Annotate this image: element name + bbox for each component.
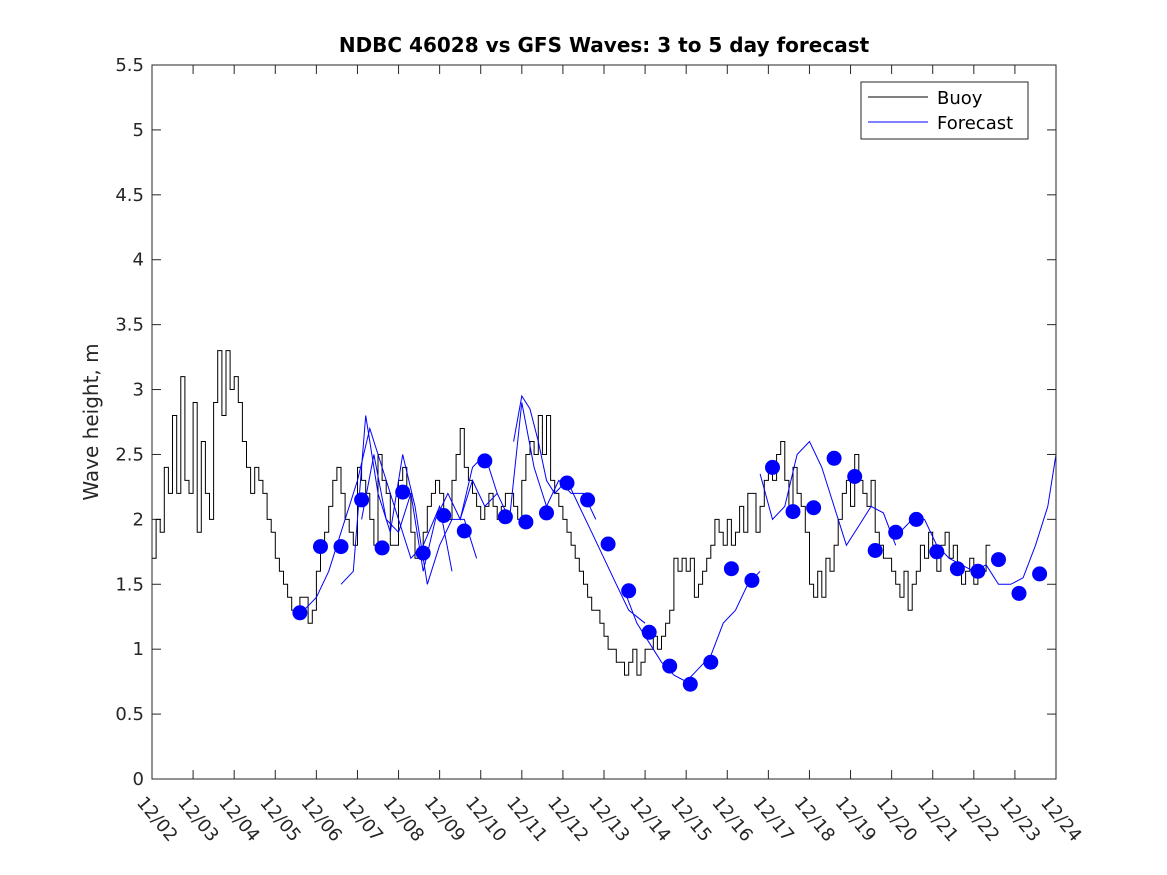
x-tick-label: 12/13 xyxy=(584,793,633,846)
forecast-marker xyxy=(333,539,349,555)
y-tick-label: 3.5 xyxy=(115,315,144,336)
forecast-marker xyxy=(682,676,698,692)
forecast-marker xyxy=(477,453,493,469)
forecast-marker xyxy=(395,484,411,500)
y-tick-label: 2.5 xyxy=(115,444,144,465)
legend-buoy-label: Buoy xyxy=(937,88,983,109)
x-tick-label: 12/05 xyxy=(255,793,304,846)
buoy-series xyxy=(152,350,991,676)
forecast-marker xyxy=(744,572,760,588)
forecast-run-line xyxy=(361,453,498,572)
forecast-marker xyxy=(765,459,780,475)
x-tick-label: 12/14 xyxy=(625,793,674,846)
x-tick-label: 12/21 xyxy=(913,793,962,846)
forecast-marker xyxy=(826,450,842,466)
x-tick-label: 12/12 xyxy=(543,793,592,846)
y-tick-label: 3 xyxy=(133,380,144,401)
y-tick-label: 5 xyxy=(133,120,144,141)
y-tick-label: 4 xyxy=(133,250,144,271)
forecast-marker xyxy=(518,514,534,530)
x-tick-label: 12/17 xyxy=(749,793,798,846)
x-tick-label: 12/23 xyxy=(995,793,1044,846)
forecast-marker xyxy=(1011,585,1027,601)
x-tick-labels: 12/0212/0312/0412/0512/0612/0712/0812/09… xyxy=(132,793,1085,846)
forecast-run-line xyxy=(759,440,897,547)
x-tick-label: 12/15 xyxy=(666,793,715,846)
x-tick-label: 12/16 xyxy=(707,793,756,846)
forecast-marker xyxy=(662,658,678,674)
plot-area xyxy=(152,350,1056,692)
y-tick-label: 4.5 xyxy=(115,185,144,206)
y-tick-label: 2 xyxy=(133,509,144,530)
forecast-markers xyxy=(292,450,1048,692)
x-tick-label: 12/07 xyxy=(338,793,387,846)
x-tick-label: 12/02 xyxy=(132,793,181,846)
y-tick-label: 1.5 xyxy=(115,574,144,595)
forecast-marker xyxy=(806,500,822,516)
x-tick-label: 12/19 xyxy=(831,793,880,846)
legend-box xyxy=(860,81,1029,140)
legend: Buoy Forecast xyxy=(860,81,1029,140)
forecast-marker xyxy=(374,540,390,556)
forecast-marker xyxy=(847,469,863,484)
x-tick-label: 12/22 xyxy=(954,793,1003,846)
buoy-line xyxy=(152,350,991,676)
y-tick-label: 5.5 xyxy=(115,55,144,76)
forecast-run-line xyxy=(303,426,453,611)
forecast-marker xyxy=(313,539,328,555)
forecast-marker xyxy=(559,475,575,491)
forecast-marker xyxy=(641,624,657,640)
forecast-run-line xyxy=(340,415,478,585)
y-axis-label: Wave height, m xyxy=(79,343,103,500)
forecast-marker xyxy=(949,561,965,577)
x-tick-label: 12/04 xyxy=(214,793,263,846)
x-tick-label: 12/24 xyxy=(1036,793,1085,846)
forecast-marker xyxy=(929,544,945,560)
y-tick-label: 0 xyxy=(133,769,144,790)
forecast-marker xyxy=(888,524,904,540)
x-tick-label: 12/11 xyxy=(502,793,551,846)
forecast-marker xyxy=(436,508,452,523)
plot-frame xyxy=(151,64,1057,780)
y-tick-label: 0.5 xyxy=(115,704,144,725)
forecast-marker xyxy=(621,583,637,599)
forecast-marker xyxy=(456,523,472,539)
forecast-marker xyxy=(970,563,986,579)
x-tick-label: 12/20 xyxy=(872,793,921,846)
forecast-marker xyxy=(1032,566,1048,582)
x-tick-label: 12/09 xyxy=(420,793,469,846)
forecast-marker xyxy=(908,511,924,527)
y-tick-label: 1 xyxy=(133,639,144,660)
forecast-marker xyxy=(723,561,739,577)
y-tick-labels: 0 0.5 1 1.5 2 2.5 3 3.5 4 4.5 5 5.5 xyxy=(115,55,144,790)
legend-forecast-label: Forecast xyxy=(937,113,1013,134)
x-tick-label: 12/10 xyxy=(461,793,510,846)
x-tick-label: 12/08 xyxy=(379,793,428,846)
forecast-marker xyxy=(991,552,1006,568)
x-tick-label: 12/18 xyxy=(790,793,839,846)
forecast-marker xyxy=(580,492,596,508)
forecast-marker xyxy=(600,536,616,552)
forecast-marker xyxy=(415,545,431,561)
forecast-series xyxy=(303,394,1056,683)
forecast-marker xyxy=(497,509,513,525)
chart-title: NDBC 46028 vs GFS Waves: 3 to 5 day fore… xyxy=(339,33,870,57)
x-tick-label: 12/03 xyxy=(173,793,222,846)
forecast-marker xyxy=(354,492,370,508)
x-tick-label: 12/06 xyxy=(297,793,346,846)
forecast-marker xyxy=(539,505,554,521)
forecast-marker xyxy=(867,543,883,558)
forecast-marker xyxy=(292,605,308,621)
forecast-marker xyxy=(703,654,719,670)
forecast-marker xyxy=(785,504,801,520)
axis-ticks xyxy=(151,64,1057,780)
